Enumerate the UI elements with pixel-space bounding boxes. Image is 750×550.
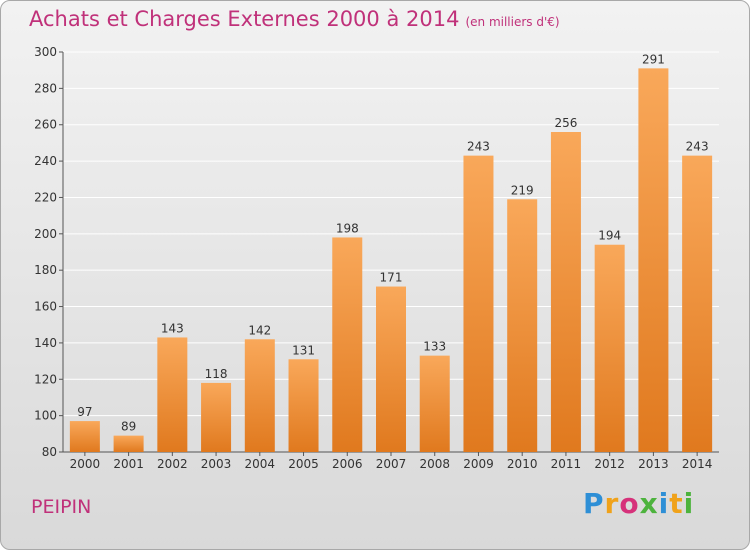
y-tick-label: 140 xyxy=(34,336,57,350)
y-tick-label: 240 xyxy=(34,154,57,168)
logo-letter: r xyxy=(604,487,620,520)
x-tick-label: 2000 xyxy=(70,457,101,471)
bar xyxy=(288,359,319,452)
chart-title: Achats et Charges Externes 2000 à 2014 (e… xyxy=(29,7,560,31)
logo-letter: i xyxy=(683,487,695,520)
x-tick-label: 2007 xyxy=(376,457,407,471)
data-label: 118 xyxy=(205,367,228,381)
bar xyxy=(638,68,669,452)
x-tick-label: 2006 xyxy=(332,457,363,471)
proxiti-logo: Proxiti xyxy=(583,487,694,520)
logo-letter: o xyxy=(619,487,640,520)
data-label: 198 xyxy=(336,221,359,235)
bar xyxy=(376,286,406,452)
bar xyxy=(69,421,100,452)
logo-letter: i xyxy=(658,487,670,520)
bar xyxy=(113,435,144,452)
x-tick-label: 2012 xyxy=(594,457,625,471)
data-label: 97 xyxy=(77,405,92,419)
bars xyxy=(69,68,713,453)
x-tick-label: 2002 xyxy=(157,457,188,471)
y-tick-label: 180 xyxy=(34,263,57,277)
bar xyxy=(157,337,188,452)
bar xyxy=(594,244,625,452)
x-tick-label: 2013 xyxy=(638,457,669,471)
y-tick-label: 260 xyxy=(34,118,57,132)
x-tick-label: 2011 xyxy=(551,457,582,471)
chart-title-text: Achats et Charges Externes 2000 à 2014 xyxy=(29,7,460,31)
bar xyxy=(332,237,363,452)
data-label: 142 xyxy=(248,323,271,337)
x-tick-label: 2010 xyxy=(507,457,538,471)
y-tick-label: 280 xyxy=(34,81,57,95)
y-tick-label: 100 xyxy=(34,409,57,423)
data-label: 133 xyxy=(423,340,446,354)
bar xyxy=(244,339,275,452)
data-label: 243 xyxy=(686,140,709,154)
x-tick-label: 2004 xyxy=(245,457,276,471)
bar xyxy=(201,382,232,452)
data-label: 243 xyxy=(467,140,490,154)
y-tick-label: 160 xyxy=(34,300,57,314)
y-tick-label: 200 xyxy=(34,227,57,241)
data-label: 171 xyxy=(380,271,403,285)
y-tick-label: 120 xyxy=(34,372,57,386)
x-tick-label: 2003 xyxy=(201,457,232,471)
bar xyxy=(682,155,713,453)
labels: 80 100 120 140 160 180 200 220 240 260 280 300 97 200… xyxy=(34,45,712,471)
data-label: 194 xyxy=(598,229,621,243)
data-label: 291 xyxy=(642,52,665,66)
y-tick-label: 220 xyxy=(34,190,57,204)
logo-letter: t xyxy=(669,487,684,520)
bar xyxy=(419,355,450,452)
logo-letter: x xyxy=(639,487,659,520)
data-label: 143 xyxy=(161,321,184,335)
chart-subtitle: (en milliers d'€) xyxy=(465,15,560,29)
x-tick-label: 2005 xyxy=(288,457,319,471)
x-tick-label: 2009 xyxy=(463,457,494,471)
x-tick-label: 2008 xyxy=(419,457,450,471)
data-label: 256 xyxy=(554,116,577,130)
place-name: PEIPIN xyxy=(31,496,92,518)
bar xyxy=(550,132,581,452)
y-tick-label: 80 xyxy=(42,445,57,459)
data-label: 131 xyxy=(292,343,315,357)
bar xyxy=(507,199,538,452)
x-tick-label: 2014 xyxy=(682,457,713,471)
data-label: 89 xyxy=(121,420,136,434)
logo-letter: P xyxy=(583,487,605,520)
data-label: 219 xyxy=(511,183,534,197)
x-tick-label: 2001 xyxy=(113,457,144,471)
y-tick-label: 300 xyxy=(34,45,57,59)
bar xyxy=(463,155,494,453)
